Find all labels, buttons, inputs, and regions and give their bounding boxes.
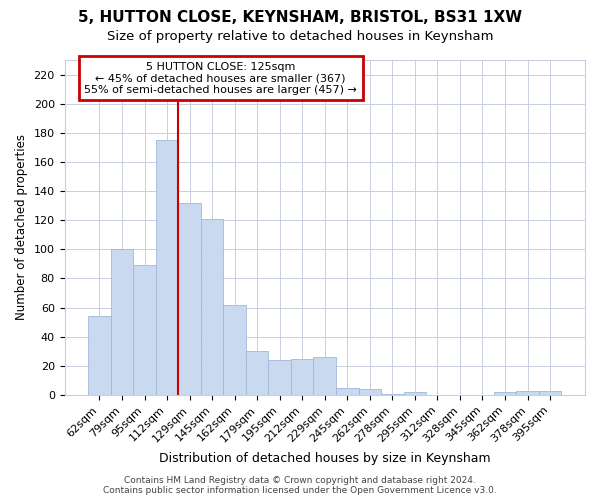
Bar xyxy=(268,360,291,395)
Bar xyxy=(88,316,111,395)
Bar xyxy=(133,266,156,395)
X-axis label: Distribution of detached houses by size in Keynsham: Distribution of detached houses by size … xyxy=(159,452,491,465)
Bar xyxy=(381,394,404,395)
Bar xyxy=(246,352,268,395)
Bar xyxy=(404,392,426,395)
Bar xyxy=(539,390,562,395)
Bar xyxy=(516,390,539,395)
Bar xyxy=(156,140,178,395)
Bar xyxy=(223,304,246,395)
Bar xyxy=(111,250,133,395)
Text: 5, HUTTON CLOSE, KEYNSHAM, BRISTOL, BS31 1XW: 5, HUTTON CLOSE, KEYNSHAM, BRISTOL, BS31… xyxy=(78,10,522,25)
Bar xyxy=(359,389,381,395)
Text: 5 HUTTON CLOSE: 125sqm
← 45% of detached houses are smaller (367)
55% of semi-de: 5 HUTTON CLOSE: 125sqm ← 45% of detached… xyxy=(84,62,357,95)
Text: Contains HM Land Registry data © Crown copyright and database right 2024.
Contai: Contains HM Land Registry data © Crown c… xyxy=(103,476,497,495)
Text: Size of property relative to detached houses in Keynsham: Size of property relative to detached ho… xyxy=(107,30,493,43)
Bar xyxy=(178,202,201,395)
Bar xyxy=(494,392,516,395)
Y-axis label: Number of detached properties: Number of detached properties xyxy=(15,134,28,320)
Bar xyxy=(313,357,336,395)
Bar xyxy=(336,388,359,395)
Bar xyxy=(291,358,313,395)
Bar xyxy=(201,218,223,395)
